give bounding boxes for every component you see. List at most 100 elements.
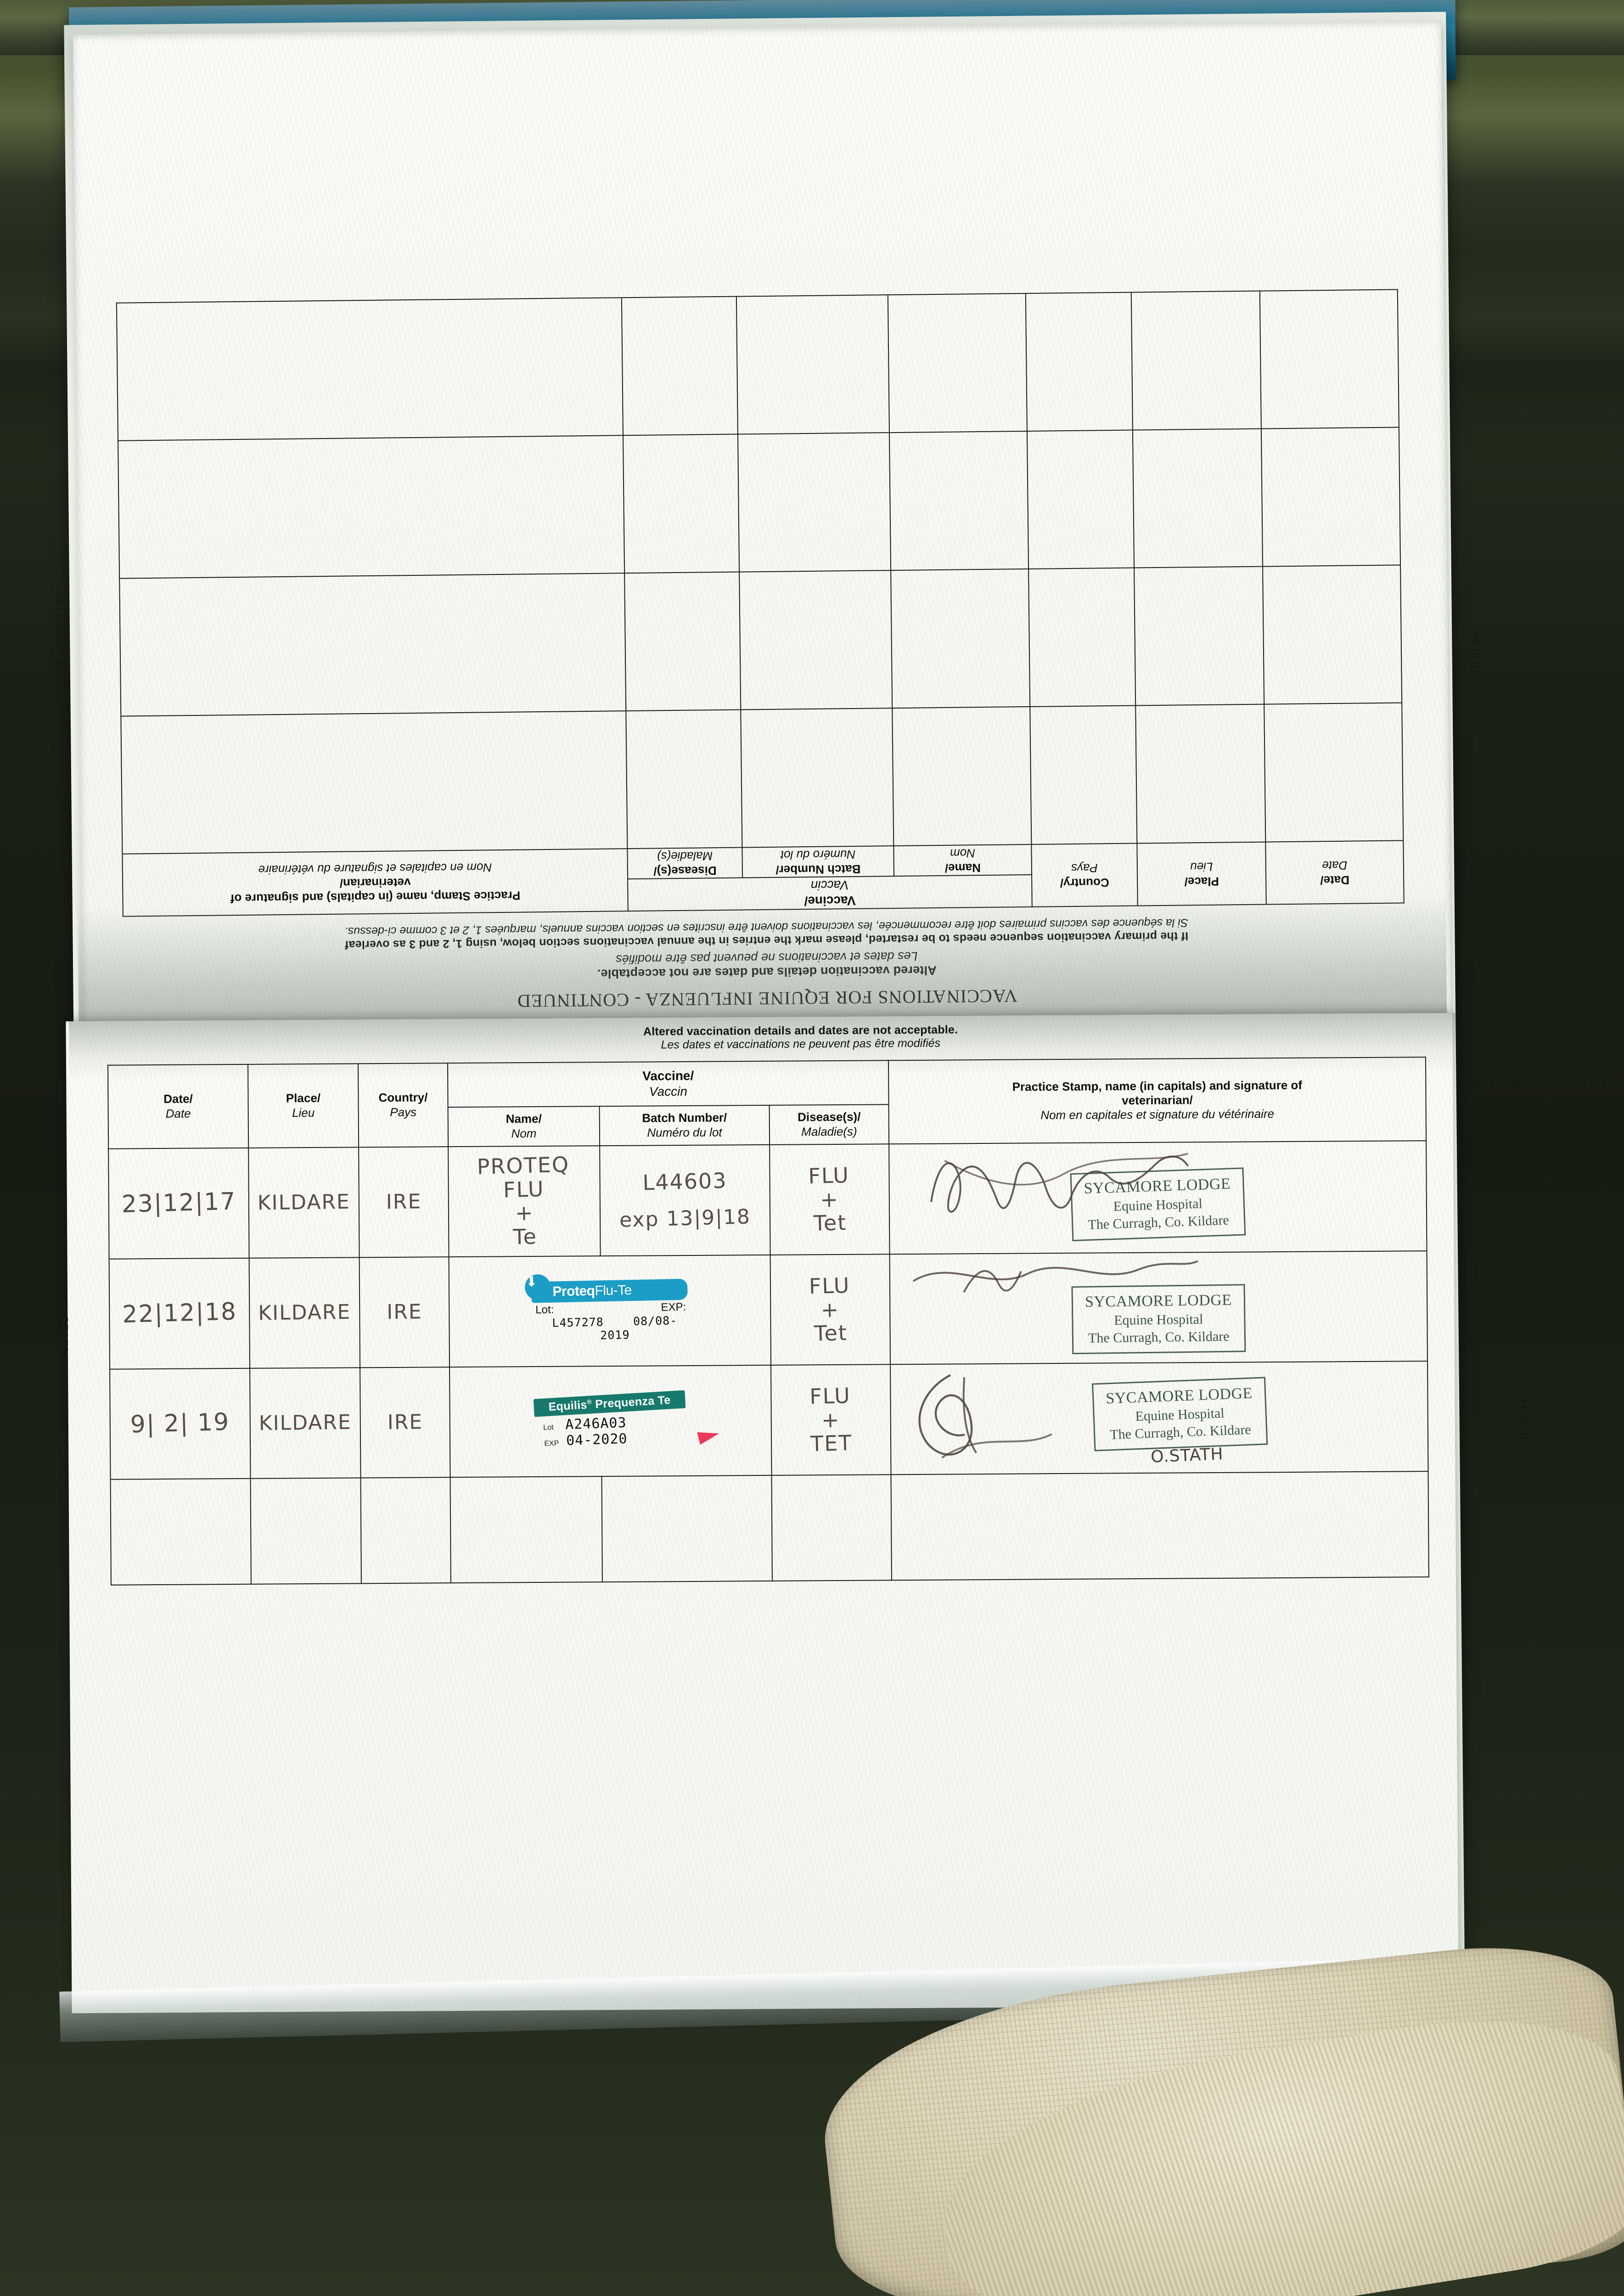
- cell-vaccine-sticker[interactable]: ⬇ ProteqFlu-Te Lot: EXP: L457278 08/08-2…: [449, 1255, 771, 1367]
- practice-stamp: SYCAMORE LODGE Equine Hospital The Curra…: [1071, 1284, 1246, 1355]
- cell-stamp[interactable]: SYCAMORE LODGE Equine Hospital The Curra…: [889, 1141, 1427, 1255]
- value-batch-number: L44603: [642, 1168, 728, 1195]
- cell-stamp[interactable]: [119, 573, 626, 716]
- cell-disease[interactable]: [623, 434, 740, 574]
- cell-place[interactable]: KILDARE: [250, 1367, 361, 1479]
- vaccine-sticker-equilis: Equilis® Prequenza Te Lot A246A03 EXP 04…: [533, 1390, 721, 1452]
- header-disease: Disease(s)/ Maladie(s): [769, 1104, 889, 1145]
- cell-country[interactable]: [360, 1477, 451, 1584]
- cell-date[interactable]: 23|12|17: [108, 1148, 249, 1259]
- cell-batch[interactable]: [741, 708, 894, 848]
- cell-date[interactable]: [110, 1478, 251, 1585]
- cell-country[interactable]: [1025, 292, 1133, 432]
- cell-disease[interactable]: FLU + Tet: [770, 1254, 891, 1365]
- stamp-line-1: SYCAMORE LODGE: [1085, 1291, 1232, 1311]
- equilis-lot-label: Lot: [543, 1424, 554, 1432]
- cell-place[interactable]: [1134, 566, 1264, 706]
- header-name: Name/ Nom: [448, 1106, 600, 1147]
- cell-vaccine-sticker[interactable]: Equilis® Prequenza Te Lot A246A03 EXP 04…: [450, 1365, 772, 1478]
- cell-disease[interactable]: [771, 1474, 892, 1581]
- vaccination-table-top: Date/ Date Place/ Lieu Country/ Pays Vac…: [116, 289, 1405, 917]
- down-arrow-icon: ⬇: [525, 1274, 538, 1290]
- cell-batch[interactable]: [736, 295, 889, 434]
- proteq-exp-value: 08/08-2019: [600, 1314, 678, 1342]
- cell-disease[interactable]: [624, 572, 741, 711]
- page-number-bottom: 18 of 44: [1516, 1399, 1530, 1442]
- cell-disease[interactable]: FLU + TET: [771, 1364, 891, 1475]
- table-row: [110, 1471, 1429, 1585]
- table-header-row-1-bottom: Date/ Date Place/ Lieu Country/ Pays Vac…: [108, 1057, 1427, 1149]
- cell-vaccine-name[interactable]: [889, 431, 1029, 571]
- proteq-lot-label: Lot:: [535, 1303, 554, 1317]
- passport-page-bottom-content: Altered vaccination details and dates ar…: [66, 1013, 1458, 2013]
- proteq-knob-shape: ⬇: [524, 1274, 551, 1300]
- practice-stamp: SYCAMORE LODGE Equine Hospital The Curra…: [1092, 1377, 1268, 1452]
- proteq-brand-text: ProteqFlu-Te: [552, 1283, 632, 1300]
- table-row: 9| 2| 19 KILDARE IRE Equilis® Prequenza …: [110, 1361, 1428, 1480]
- cell-country[interactable]: [1027, 430, 1135, 569]
- cell-date[interactable]: [1264, 703, 1404, 842]
- cell-disease[interactable]: [626, 709, 742, 849]
- value-country: IRE: [387, 1410, 423, 1435]
- cell-country[interactable]: IRE: [359, 1147, 449, 1258]
- table-header-row-1-top: Date/ Date Place/ Lieu Country/ Pays Vac…: [122, 840, 1404, 917]
- equilis-exp-value: 04-2020: [566, 1431, 628, 1449]
- cell-disease[interactable]: FLU + Tet: [770, 1144, 890, 1255]
- cell-vaccine-name[interactable]: PROTEQ FLU + Te: [448, 1146, 601, 1257]
- cell-place[interactable]: KILDARE: [248, 1147, 360, 1258]
- equilis-brand-text: Equilis: [548, 1398, 588, 1414]
- cell-stamp[interactable]: [891, 1471, 1429, 1581]
- cell-stamp[interactable]: [116, 298, 623, 441]
- proteq-exp-label: EXP:: [661, 1300, 686, 1314]
- cell-date[interactable]: [1263, 565, 1402, 704]
- cell-stamp[interactable]: SYCAMORE LODGE Equine Hospital The Curra…: [890, 1361, 1428, 1475]
- table-row: 23|12|17 KILDARE IRE PROTEQ FLU + Te L44…: [108, 1141, 1427, 1259]
- value-place: KILDARE: [258, 1300, 351, 1325]
- header-batch: Batch Number/ Numéro du lot: [599, 1105, 770, 1146]
- vet-signature-name: O.STATH: [1150, 1445, 1224, 1467]
- cell-country[interactable]: IRE: [359, 1257, 450, 1368]
- cell-batch[interactable]: [739, 570, 893, 710]
- cell-place[interactable]: [1132, 428, 1263, 568]
- cell-country[interactable]: [1028, 568, 1136, 707]
- cell-place[interactable]: [250, 1478, 361, 1584]
- cell-vaccine-name[interactable]: [892, 707, 1032, 846]
- cell-disease[interactable]: [621, 296, 738, 436]
- page-title-top: VACCINATIONS FOR EQUINE INFLUENZA - CONT…: [517, 985, 1017, 1012]
- value-date: 22|12|18: [122, 1298, 237, 1329]
- cell-date[interactable]: 22|12|18: [109, 1258, 250, 1369]
- cell-date[interactable]: [1259, 289, 1399, 429]
- header-date-top: Date/ Date: [1265, 840, 1404, 905]
- stamp-line-3: The Curragh, Co. Kildare: [1088, 1328, 1230, 1346]
- cell-vaccine-name[interactable]: [888, 293, 1027, 433]
- value-vaccine-name: PROTEQ FLU + Te: [477, 1152, 570, 1249]
- cell-country[interactable]: [1030, 705, 1137, 845]
- cell-date[interactable]: 9| 2| 19: [110, 1368, 251, 1480]
- cell-date[interactable]: [1261, 427, 1401, 567]
- stamp-line-2: Equine Hospital: [1114, 1311, 1203, 1328]
- header-batch-top: Batch Number/ Numéro du lot: [742, 846, 894, 878]
- cell-stamp[interactable]: [121, 711, 628, 854]
- value-disease: FLU + Tet: [809, 1272, 851, 1346]
- header-vaccine-top: Vaccine/ Vaccin: [628, 874, 1032, 912]
- equilis-lot-value: A246A03: [565, 1415, 627, 1433]
- header-name-top: Name/ Nom: [893, 844, 1032, 876]
- cell-batch[interactable]: [737, 433, 891, 572]
- cell-country[interactable]: IRE: [360, 1367, 450, 1478]
- value-country: IRE: [386, 1190, 422, 1214]
- registered-icon: ®: [586, 1398, 592, 1406]
- cell-vaccine-name[interactable]: [450, 1476, 602, 1583]
- cell-place[interactable]: [1135, 704, 1266, 844]
- practice-stamp: SYCAMORE LODGE Equine Hospital The Curra…: [1070, 1167, 1246, 1242]
- header-vaccine: Vaccine/ Vaccin: [448, 1060, 889, 1108]
- cell-batch[interactable]: L44603 exp 13|9|18: [600, 1144, 770, 1256]
- cell-batch[interactable]: [601, 1475, 772, 1582]
- cell-stamp[interactable]: SYCAMORE LODGE Equine Hospital The Curra…: [889, 1251, 1428, 1365]
- cell-place[interactable]: [1131, 291, 1261, 430]
- value-batch-expiry: exp 13|9|18: [619, 1204, 751, 1232]
- header-country: Country/ Pays: [358, 1063, 449, 1148]
- cell-place[interactable]: KILDARE: [249, 1257, 360, 1368]
- vaccination-table-bottom: Date/ Date Place/ Lieu Country/ Pays Vac…: [107, 1057, 1429, 1586]
- cell-stamp[interactable]: [118, 435, 625, 579]
- cell-vaccine-name[interactable]: [891, 569, 1030, 709]
